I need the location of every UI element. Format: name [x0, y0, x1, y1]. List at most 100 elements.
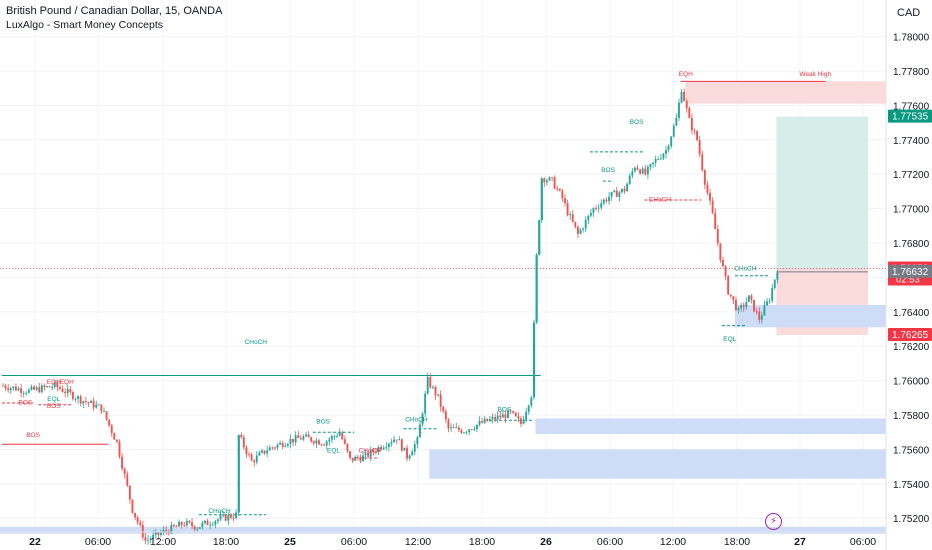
candle-body: [162, 530, 165, 533]
candle-body: [154, 531, 157, 535]
candle-body: [206, 520, 209, 526]
candle-body: [558, 189, 561, 191]
candle-body: [587, 215, 590, 220]
candle-body: [551, 177, 553, 179]
price-tick-label: 1.78000: [893, 33, 930, 44]
candle-body: [543, 178, 546, 183]
candle-body: [626, 183, 629, 192]
candle-body: [683, 91, 686, 101]
price-tick-label: 1.75600: [893, 445, 930, 456]
candle-body: [372, 449, 375, 452]
candle-body: [346, 443, 349, 452]
price-label-text: 1.76632: [892, 267, 929, 278]
candle-body: [188, 520, 191, 523]
candle-body: [71, 392, 74, 400]
time-tick-label: 06:00: [850, 536, 876, 548]
candle-body: [12, 386, 15, 389]
candle-body: [646, 166, 649, 175]
candle-body: [569, 214, 572, 216]
price-tick-label: 1.77000: [893, 205, 930, 216]
candle-body: [349, 451, 351, 458]
candle-body: [416, 437, 419, 445]
candle-body: [183, 525, 186, 527]
price-tick-label: 1.75400: [893, 480, 930, 491]
candle-body: [703, 170, 706, 185]
candle-body: [17, 388, 20, 391]
candle-body: [727, 276, 730, 295]
candle-body: [566, 203, 569, 216]
candle-body: [40, 385, 43, 393]
candle-body: [209, 524, 212, 526]
candle-body: [310, 437, 313, 442]
candle-body: [395, 439, 398, 441]
structure-label: CHoCH: [405, 417, 428, 424]
candle-body: [507, 410, 509, 419]
candle-body: [398, 439, 401, 441]
candle-body: [447, 419, 450, 429]
time-tick-label: 18:00: [724, 536, 750, 548]
candle-body: [766, 301, 768, 306]
candle-body: [517, 416, 520, 419]
structure-label: BOS: [18, 399, 32, 406]
candle-body: [483, 418, 486, 423]
candle-body: [170, 524, 173, 534]
candle-body: [641, 168, 644, 174]
chart-title: British Pound / Canadian Dollar, 15, OAN…: [6, 5, 223, 17]
candle-body: [729, 294, 732, 297]
price-tick-label: 1.77600: [893, 101, 930, 112]
time-axis[interactable]: 22 06:00 12:00 18:00 25 06:00 12:00 18:00 26 06:0…: [29, 536, 876, 548]
candle-body: [633, 167, 636, 172]
candle-body: [325, 441, 328, 446]
structure-label: EQH: [679, 71, 693, 78]
candle-body: [351, 457, 354, 461]
candle-body: [623, 188, 626, 192]
candle-body: [716, 229, 719, 244]
candle-body: [258, 452, 261, 456]
candle-body: [191, 522, 193, 527]
structure-label: EQL: [47, 396, 60, 403]
candle-body: [745, 302, 748, 307]
candle-body: [66, 389, 69, 394]
candle-body: [429, 377, 432, 388]
candle-body: [677, 102, 680, 119]
candle-body: [675, 118, 678, 126]
time-tick-label: 18:00: [469, 536, 495, 548]
candle-body: [621, 188, 623, 193]
candle-body: [618, 192, 621, 197]
candle-body: [196, 528, 199, 530]
candles: [2, 88, 779, 545]
candle-body: [628, 175, 631, 184]
candle-body: [178, 521, 181, 527]
candle-body: [553, 177, 556, 189]
candle-body: [740, 305, 743, 309]
candle-body: [437, 394, 440, 396]
candle-body: [328, 439, 331, 442]
price-tick-label: 1.76800: [893, 239, 930, 250]
flash-icon[interactable]: ⚡: [765, 513, 782, 530]
candle-body: [732, 296, 735, 300]
candle-body: [367, 452, 370, 457]
structure-label: CHoCH: [208, 508, 231, 515]
candle-body: [222, 514, 225, 516]
candle-body: [131, 499, 134, 513]
candle-body: [128, 485, 131, 500]
candle-body: [545, 180, 548, 183]
candle-body: [424, 393, 427, 414]
candle-body: [403, 447, 406, 451]
price-label-box: [888, 264, 932, 278]
candle-body: [525, 411, 528, 420]
candle-body: [431, 386, 434, 388]
demand-zone: [0, 526, 886, 534]
structure-label: BOS: [26, 432, 40, 439]
price-tick-label: 1.76000: [893, 377, 930, 388]
indicator-name[interactable]: LuxAlgo - Smart Money Concepts: [6, 19, 163, 31]
candle-body: [219, 515, 222, 520]
candle-body: [385, 446, 388, 448]
candle-body: [123, 468, 126, 475]
structure-label: CHoCH: [734, 265, 757, 272]
candle-body: [696, 130, 699, 141]
candle-body: [615, 190, 618, 197]
candle-body: [175, 526, 178, 528]
